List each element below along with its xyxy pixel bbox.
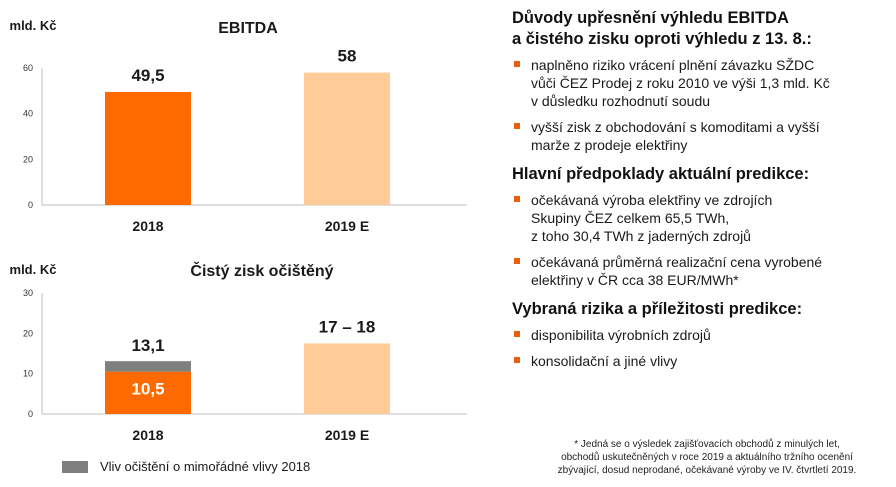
y-tick-label: 60 [23,63,33,73]
section-title-line: a čistého zisku oproti výhledu z 13. 8.: [512,30,812,48]
section-title-line: Důvody upřesnění výhledu EBITDA [512,9,789,27]
x-tick-label: 2018 [132,218,163,234]
section-title-line: Hlavní předpoklady aktuální predikce: [512,165,810,183]
x-tick-label: 2018 [132,427,163,443]
y-axis-label: mld. Kč [10,18,57,33]
y-tick-label: 10 [23,369,33,379]
bullet-line: Skupiny ČEZ celkem 65,5 TWh, [531,210,730,226]
bar [304,343,390,414]
chart-title: Čistý zisk očištěný [190,261,333,280]
bullet-square-icon [514,258,520,264]
data-label: 17 – 18 [319,317,376,336]
x-tick-label: 2019 E [325,218,369,234]
legend-label-adjustment: Vliv očištění o mimořádné vlivy 2018 [100,459,311,474]
footnote-line: * Jedná se o výsledek zajišťovacích obch… [574,439,840,450]
ebitda-chart: mld. Kč EBITDA 0 20 40 60 49,5 2018 58 2019 E [10,18,467,234]
bullet-item: disponibilita výrobních zdrojů [512,326,892,344]
bullet-square-icon [514,123,520,129]
bullet-item: vyšší zisk z obchodování s komoditami a … [512,118,892,154]
data-label: 49,5 [131,66,164,85]
bullet-item: očekávaná průměrná realizační cena vyrob… [512,253,892,289]
bullet-line: naplněno riziko vrácení plnění závazku S… [531,57,815,73]
chart-title: EBITDA [218,20,278,37]
bullet-line: v důsledku rozhodnutí soudu [531,93,711,109]
y-tick-label: 0 [28,409,33,419]
bullet-square-icon [514,61,520,67]
bullet-list: disponibilita výrobních zdrojů konsolidač… [512,326,892,370]
bullet-list: naplněno riziko vrácení plnění závazku S… [512,56,892,154]
footnote-line: obchodů uskutečněných v roce 2019 a aktu… [561,452,853,463]
bullet-line: marže z prodeje elektřiny [531,137,688,153]
footnote-line: zbývající, dosud neprodané, očekávané vý… [557,465,857,476]
bullet-square-icon [514,196,520,202]
y-tick-label: 20 [23,154,33,164]
section-title-line: Vybraná rizika a příležitosti predikce: [512,300,803,318]
data-label: 58 [338,47,357,66]
y-axis-label: mld. Kč [10,262,57,277]
bullet-item: naplněno riziko vrácení plnění závazku S… [512,56,892,110]
bullet-list: očekávaná výroba elektřiny ve zdrojích Sk… [512,191,892,289]
section-title: Hlavní předpoklady aktuální predikce: [512,164,892,185]
section-title: Důvody upřesnění výhledu EBITDA a čistého… [512,8,892,50]
y-tick-label: 40 [23,109,33,119]
bar-adjustment [105,361,191,372]
bullet-square-icon [514,331,520,337]
data-label: 13,1 [131,336,164,355]
bullet-line: z toho 30,4 TWh z jaderných zdrojů [531,228,751,244]
bullet-line: elektřiny v ČR cca 38 EUR/MWh* [531,272,739,288]
x-tick-label: 2019 E [325,427,369,443]
bar [304,72,390,205]
footnote: * Jedná se o výsledek zajišťovacích obch… [526,438,888,477]
data-label: 10,5 [131,380,164,399]
bullet-line: vyšší zisk z obchodování s komoditami a … [531,119,820,135]
y-tick-label: 0 [28,200,33,210]
bar-base [105,371,191,414]
commentary-panel: Důvody upřesnění výhledu EBITDA a čistého… [512,8,892,380]
bullet-item: očekávaná výroba elektřiny ve zdrojích Sk… [512,191,892,245]
bullet-square-icon [514,357,520,363]
bullet-line: očekávaná výroba elektřiny ve zdrojích [531,192,773,208]
chart-legend: Vliv očištění o mimořádné vlivy 2018 [62,459,310,474]
bullet-line: konsolidační a jiné vlivy [531,353,678,369]
y-tick-label: 30 [23,288,33,298]
section-title: Vybraná rizika a příležitosti predikce: [512,299,892,320]
bar [105,91,191,205]
bullet-line: vůči ČEZ Prodej z roku 2010 ve výši 1,3 … [531,75,830,91]
bullet-item: konsolidační a jiné vlivy [512,352,892,370]
bullet-line: disponibilita výrobních zdrojů [531,327,711,343]
bullet-line: očekávaná průměrná realizační cena vyrob… [531,254,823,270]
legend-swatch-adjustment [62,460,88,473]
net-income-chart: mld. Kč Čistý zisk očištěný 0 10 20 30 10,5 13,… [10,261,467,443]
y-tick-label: 20 [23,328,33,338]
